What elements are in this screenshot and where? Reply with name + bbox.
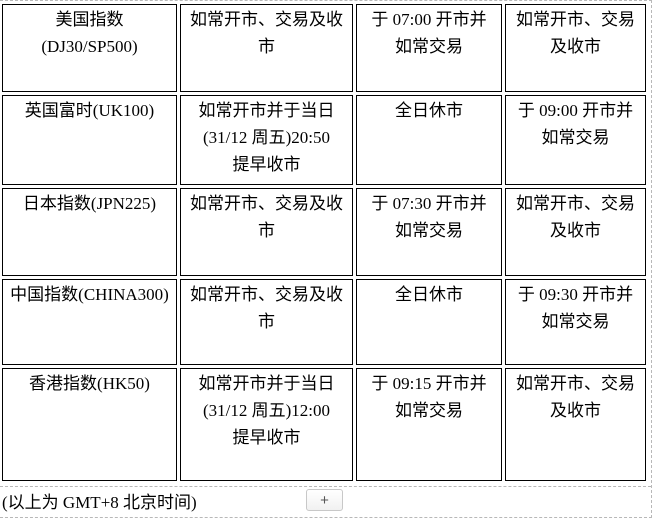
instrument-cell: 美国指数 (DJ30/SP500) xyxy=(2,4,177,92)
instrument-cell: 英国富时(UK100) xyxy=(2,95,177,185)
timezone-note: (以上为 GMT+8 北京时间) xyxy=(2,493,197,512)
table-row: 日本指数(JPN225) 如常开市、交易及收 市 于 07:30 开市并 如常交… xyxy=(2,188,646,276)
market-schedule-table: 美国指数 (DJ30/SP500) 如常开市、交易及收 市 于 07:00 开市… xyxy=(0,1,649,484)
table-row: 美国指数 (DJ30/SP500) 如常开市、交易及收 市 于 07:00 开市… xyxy=(2,4,646,92)
schedule-cell: 如常开市并于当日 (31/12 周五)12:00 提早收市 xyxy=(180,368,353,481)
schedule-cell: 全日休市 xyxy=(356,95,502,185)
schedule-cell: 于 07:30 开市并 如常交易 xyxy=(356,188,502,276)
instrument-cell: 中国指数(CHINA300) xyxy=(2,279,177,365)
schedule-cell: 如常开市、交易及收 市 xyxy=(180,279,353,365)
schedule-cell: 如常开市、交易 及收市 xyxy=(505,188,646,276)
table-row: 中国指数(CHINA300) 如常开市、交易及收 市 全日休市 于 09:30 … xyxy=(2,279,646,365)
schedule-cell: 如常开市并于当日 (31/12 周五)20:50 提早收市 xyxy=(180,95,353,185)
footer-row: (以上为 GMT+8 北京时间) + xyxy=(0,486,651,514)
schedule-cell: 于 09:00 开市并 如常交易 xyxy=(505,95,646,185)
table-row: 英国富时(UK100) 如常开市并于当日 (31/12 周五)20:50 提早收… xyxy=(2,95,646,185)
schedule-cell: 如常开市、交易 及收市 xyxy=(505,368,646,481)
table-row: 香港指数(HK50) 如常开市并于当日 (31/12 周五)12:00 提早收市… xyxy=(2,368,646,481)
schedule-cell: 于 07:00 开市并 如常交易 xyxy=(356,4,502,92)
schedule-cell: 于 09:15 开市并 如常交易 xyxy=(356,368,502,481)
schedule-cell: 如常开市、交易 及收市 xyxy=(505,4,646,92)
instrument-cell: 日本指数(JPN225) xyxy=(2,188,177,276)
schedule-cell: 于 09:30 开市并 如常交易 xyxy=(505,279,646,365)
instrument-cell: 香港指数(HK50) xyxy=(2,368,177,481)
add-button[interactable]: + xyxy=(306,489,343,511)
schedule-cell: 如常开市、交易及收 市 xyxy=(180,4,353,92)
schedule-cell: 如常开市、交易及收 市 xyxy=(180,188,353,276)
schedule-cell: 全日休市 xyxy=(356,279,502,365)
